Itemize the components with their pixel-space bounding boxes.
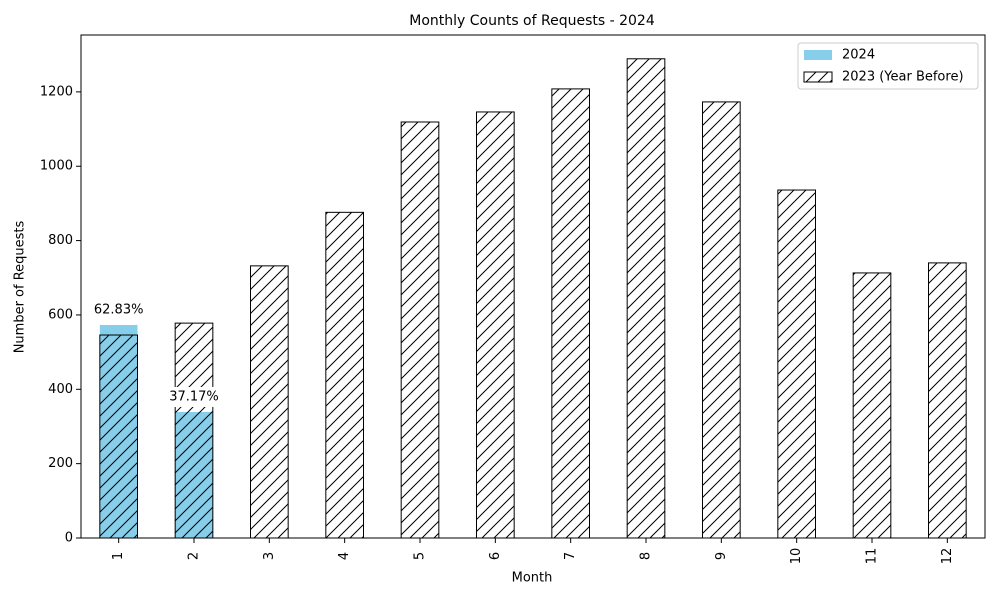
annotation: 62.83% [94,302,144,317]
bar [325,211,365,539]
bar [174,322,214,539]
y-axis-label: Number of Requests [13,220,28,353]
y-tick-label: 200 [48,456,73,471]
bar [702,101,741,539]
x-tick-label: 9 [714,552,729,560]
x-axis-label: Month [512,571,553,586]
bar [476,111,515,539]
legend: 2024 2023 (Year Before) [797,42,979,90]
legend-swatch [803,71,833,83]
legend-label: 2024 [842,48,875,63]
bar [400,121,440,539]
annotation-box [166,386,222,407]
x-tick-label: 5 [413,552,428,560]
legend-label: 2023 (Year Before) [842,70,964,85]
annotation: 37.17% [169,389,219,404]
x-tick-label: 7 [563,552,578,560]
legend-swatch [804,50,832,60]
x-tick-label: 8 [639,552,654,560]
y-tick-label: 0 [65,531,73,546]
bar [852,272,892,539]
x-tick-label: 11 [865,548,880,565]
x-tick-label: 1 [111,552,126,560]
y-tick-label: 600 [48,307,73,322]
x-tick-label: 2 [187,552,202,560]
y-tick-label: 800 [48,233,73,248]
x-tick-label: 12 [940,548,955,565]
bar [250,265,289,539]
chart-title: Monthly Counts of Requests - 2024 [409,13,655,29]
bar [777,189,816,539]
x-tick-label: 3 [262,552,277,560]
x-tick-label: 4 [337,552,352,560]
annotation-box [90,299,147,320]
y-tick-label: 400 [48,382,73,397]
bar [551,88,590,539]
bar [99,334,139,539]
bar [928,262,967,539]
plot-frame [80,34,986,539]
y-tick-label: 1200 [40,84,73,99]
x-tick-label: 6 [488,552,503,560]
legend-frame [797,42,979,90]
x-tick-label: 10 [789,548,804,565]
bar [626,58,666,539]
y-tick-label: 1000 [40,159,73,174]
